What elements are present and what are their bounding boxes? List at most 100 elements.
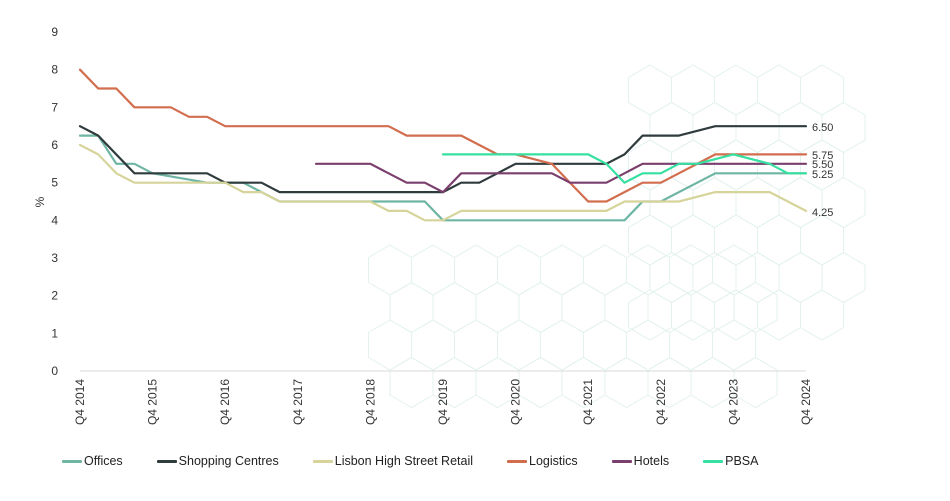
legend-label: PBSA: [725, 454, 759, 468]
legend-item: Logistics: [507, 454, 578, 468]
y-tick-label: 4: [51, 213, 58, 227]
legend-item: Hotels: [611, 454, 670, 468]
hexagon-shape: [778, 176, 823, 229]
x-tick-label: Q4 2021: [581, 379, 595, 425]
x-tick-label: Q4 2024: [799, 379, 813, 425]
hexagon-shape: [671, 64, 715, 116]
y-tick-label: 8: [51, 63, 58, 77]
hexagon-shape: [757, 214, 801, 266]
series-line-logistics: [78, 68, 808, 203]
legend-swatch: [611, 459, 632, 463]
y-tick-label: 9: [51, 25, 58, 39]
hexagon-shape: [540, 319, 584, 371]
legend-swatch: [62, 459, 82, 463]
hexagon-shape: [669, 244, 713, 296]
hexagon-shape: [626, 319, 670, 371]
hexagon-shape: [757, 289, 801, 341]
legend-label: Shopping Centres: [178, 454, 279, 468]
x-tick-label: Q4 2020: [509, 379, 523, 425]
legend-item: Lisbon High Street Retail: [312, 454, 474, 468]
hexagon-shape: [714, 139, 758, 191]
hexagon-shape: [432, 281, 477, 334]
hexagon-shape: [669, 319, 713, 371]
legend-label: Hotels: [633, 454, 670, 468]
y-tick-label: 6: [51, 138, 58, 152]
hexagon-shape: [692, 251, 737, 304]
x-tick-label: Q4 2019: [436, 379, 450, 425]
legend-label: Logistics: [529, 454, 578, 468]
hexagon-shape: [671, 214, 715, 266]
legend-label: Lisbon High Street Retail: [334, 454, 474, 468]
legend-label: Offices: [84, 454, 123, 468]
hexagon-shape: [800, 64, 844, 116]
x-tick-label: Q4 2018: [363, 379, 377, 425]
y-tick-label: 5: [51, 176, 58, 190]
hexagon-shape: [649, 251, 694, 304]
hexagon-shape: [368, 244, 412, 296]
hexagon-shape: [604, 356, 649, 409]
x-tick-label: Q4 2016: [218, 379, 232, 425]
hexagon-shape: [735, 101, 780, 154]
y-tick-label: 2: [51, 289, 58, 303]
hexagon-shape: [757, 64, 801, 116]
hexagon-shape: [690, 281, 735, 334]
x-tick-label: Q4 2017: [291, 379, 305, 425]
hexagon-shape: [389, 281, 434, 334]
hexagon-shape: [712, 319, 756, 371]
hexagon-shape: [671, 289, 715, 341]
y-tick-label: 7: [51, 100, 58, 114]
end-value-label: 5.25: [812, 169, 833, 181]
hexagon-shape: [497, 244, 541, 296]
hexagon-shape: [714, 289, 758, 341]
hexagon-shape: [540, 244, 584, 296]
y-tick-label: 3: [51, 251, 58, 265]
series-line-hotels: [314, 162, 808, 194]
end-value-label: 4.25: [812, 207, 833, 219]
series-line-offices: [78, 134, 808, 222]
hexagon-shape: [714, 214, 758, 266]
legend-item: Shopping Centres: [156, 454, 279, 468]
hexagon-shape: [583, 244, 627, 296]
hexagon-shape: [628, 214, 672, 266]
hexagon-shape: [454, 319, 498, 371]
hexagon-shape: [733, 281, 778, 334]
hexagon-shape: [518, 281, 563, 334]
legend-item: PBSA: [703, 454, 758, 468]
legend-item: Offices: [62, 454, 123, 468]
series-line-lisbon-high-street-retail: [78, 143, 808, 222]
hexagon-shape: [561, 281, 606, 334]
series-line-shopping-centres: [78, 125, 808, 194]
end-value-label: 5.75: [812, 150, 833, 162]
hexagon-shape: [497, 319, 541, 371]
hexagon-shape: [735, 176, 780, 229]
hexagon-shape: [628, 289, 672, 341]
x-tick-label: Q4 2014: [73, 379, 87, 425]
series-line-pbsa: [441, 153, 808, 184]
hexagon-shape: [800, 289, 844, 341]
x-tick-label: Q4 2022: [654, 379, 668, 425]
x-tick-label: Q4 2023: [726, 379, 740, 425]
hexagon-shape: [626, 244, 670, 296]
x-tick-label: Q4 2015: [146, 379, 160, 425]
hexagon-shape: [411, 319, 455, 371]
hexagon-shape: [821, 176, 866, 229]
hexagon-shape: [604, 281, 649, 334]
legend-swatch: [312, 459, 333, 463]
legend-swatch: [156, 459, 177, 463]
hexagon-shape: [583, 319, 627, 371]
y-tick-label: 1: [51, 326, 58, 340]
hexagon-shape: [454, 244, 498, 296]
y-tick-label: 0: [51, 364, 58, 378]
hexagon-shape: [757, 139, 801, 191]
hexagon-shape: [692, 176, 737, 229]
hexagon-shape: [821, 251, 866, 304]
end-value-label: 6.50: [812, 122, 833, 134]
legend-swatch: [507, 459, 528, 463]
y-axis-label: %: [33, 196, 47, 207]
end-value-label: 5.50: [812, 159, 833, 171]
legend-swatch: [703, 459, 724, 463]
hexagon-shape: [735, 251, 780, 304]
hexagon-shape: [714, 64, 758, 116]
hexagon-shape: [368, 319, 412, 371]
